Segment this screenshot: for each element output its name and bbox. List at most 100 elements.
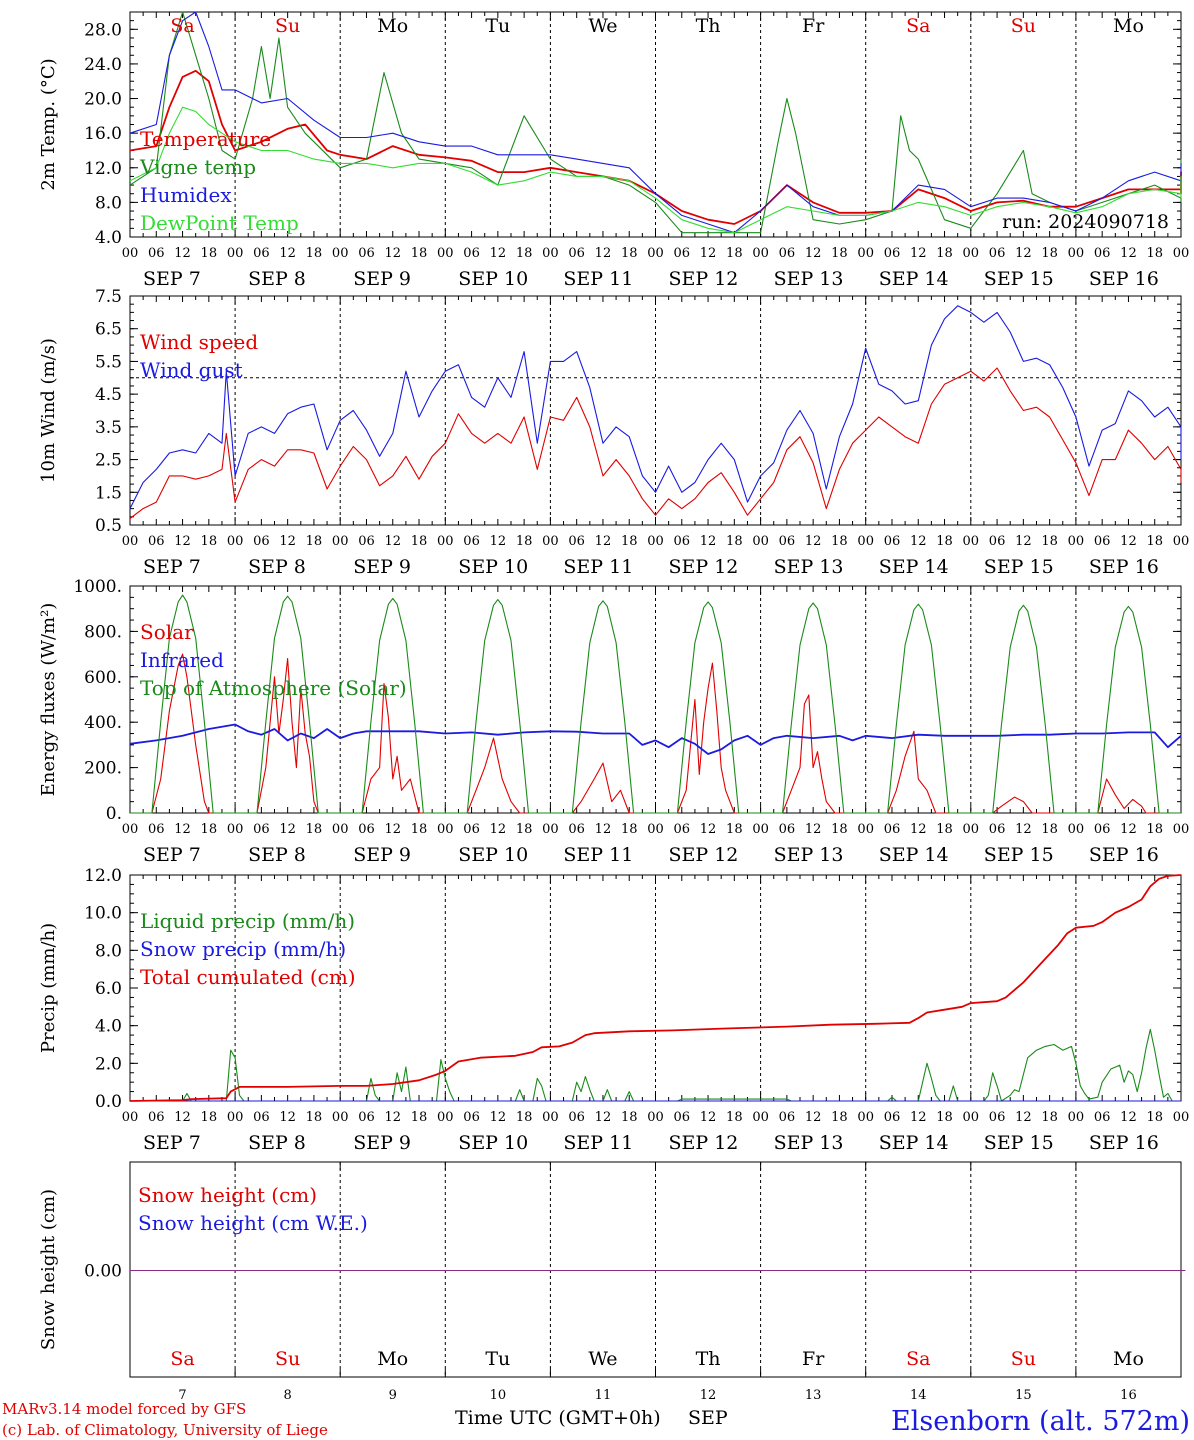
panel-2-ytick-label: 4.5 [95, 385, 122, 405]
panel-2-hour-label: 06 [989, 534, 1006, 549]
panel-4-hour-label: 18 [726, 1110, 743, 1125]
panel-1-hour-label: 00 [647, 246, 664, 261]
panel-2-hour-label: 18 [726, 534, 743, 549]
panel-4-hour-label: 18 [516, 1110, 533, 1125]
panel-4-hour-label: 12 [279, 1110, 296, 1125]
panel-2-hour-label: 18 [306, 534, 323, 549]
panel-2-date-label: SEP 14 [879, 556, 949, 578]
panel-2-date-label: SEP 12 [669, 556, 739, 578]
panel-1-hour-label: 06 [674, 246, 691, 261]
panel-4-hour-label: 00 [752, 1110, 769, 1125]
panel-5-day-number: 11 [595, 1388, 612, 1403]
panel-4-hour-label: 18 [831, 1110, 848, 1125]
panel-1-hour-label: 12 [384, 246, 401, 261]
panel-1-hour-label: 00 [752, 246, 769, 261]
panel-3-hour-label: 00 [542, 822, 559, 837]
panel-2-hour-label: 00 [1173, 534, 1190, 549]
panel-2-legend-item: Wind speed [140, 330, 258, 354]
panel-3-ytick-label: 1000. [73, 577, 122, 597]
panel-3-hour-label: 00 [227, 822, 244, 837]
panel-4-ytick-label: 0.0 [95, 1092, 122, 1112]
panel-1-ytick-label: 12.0 [84, 159, 122, 179]
panel-1-ytick-label: 16.0 [84, 124, 122, 144]
panel-4-hour-label: 06 [358, 1110, 375, 1125]
panel-4-date-label: SEP 15 [984, 1132, 1054, 1154]
panel-4-legend-item: Total cumulated (cm) [140, 965, 356, 989]
panel-3-hour-label: 06 [779, 822, 796, 837]
panel-4-date-label: SEP 7 [143, 1132, 201, 1154]
panel-4-hour-label: 18 [201, 1110, 218, 1125]
panel-2-hour-label: 06 [568, 534, 585, 549]
panel-2-hour-label: 12 [700, 534, 717, 549]
panel-5-weekday-label: Mo [377, 1348, 408, 1370]
panel-3-legend-item: Top of Atmosphere (Solar) [140, 676, 407, 700]
panel-3-legend-item: Infrared [140, 648, 224, 672]
panel-1-hour-label: 18 [936, 246, 953, 261]
panel-1-hour-label: 00 [437, 246, 454, 261]
panel-5-legend-item: Snow height (cm) [138, 1183, 317, 1207]
panel-4-hour-label: 00 [1068, 1110, 1085, 1125]
panel-2-hour-label: 00 [122, 534, 139, 549]
panel-3-hour-label: 18 [411, 822, 428, 837]
panel-2-hour-label: 12 [174, 534, 191, 549]
panel-3-date-label: SEP 16 [1089, 844, 1159, 866]
footer-credit-line: (c) Lab. of Climatology, University of L… [2, 1421, 328, 1439]
panel-3-series-solar [130, 653, 1181, 814]
panel-1-hour-label: 12 [174, 246, 191, 261]
panel-3-hour-label: 00 [437, 822, 454, 837]
panel-2-hour-label: 18 [621, 534, 638, 549]
panel-1-hour-label: 00 [542, 246, 559, 261]
panel-2-date-label: SEP 15 [984, 556, 1054, 578]
panel-4-hour-label: 06 [1094, 1110, 1111, 1125]
panel-1-weekday-label: Tu [485, 15, 510, 37]
panel-2-hour-label: 00 [227, 534, 244, 549]
panel-3-series-top-of-atmosphere-solar- [130, 594, 1181, 814]
panel-3-hour-label: 06 [1094, 822, 1111, 837]
panel-3-date-label: SEP 7 [143, 844, 201, 866]
panel-2-hour-label: 00 [542, 534, 559, 549]
panel-1-weekday-label: Su [1011, 15, 1036, 37]
panel-4-hour-label: 18 [621, 1110, 638, 1125]
panel-1-hour-label: 06 [148, 246, 165, 261]
panel-3-hour-label: 00 [122, 822, 139, 837]
panel-2-ytick-label: 5.5 [95, 352, 122, 372]
panel-2-hour-label: 12 [910, 534, 927, 549]
panel-4-hour-label: 18 [1041, 1110, 1058, 1125]
panel-3-hour-label: 12 [1015, 822, 1032, 837]
panel-3-date-label: SEP 11 [563, 844, 633, 866]
panel-3-date-label: SEP 12 [669, 844, 739, 866]
panel-1-hour-label: 18 [831, 246, 848, 261]
panel-4-hour-label: 06 [884, 1110, 901, 1125]
panel-2-hour-label: 12 [1120, 534, 1137, 549]
panel-5-legend-item: Snow height (cm W.E.) [138, 1211, 368, 1235]
panel-1-weekday-label: Th [696, 15, 721, 37]
panel-2-hour-label: 06 [358, 534, 375, 549]
panel-3-date-label: SEP 9 [353, 844, 411, 866]
panel-4-hour-label: 00 [227, 1110, 244, 1125]
run-label: run: 2024090718 [1002, 211, 1169, 233]
panel-4-hour-label: 00 [647, 1110, 664, 1125]
panel-4-date-label: SEP 9 [353, 1132, 411, 1154]
panel-2-hour-label: 12 [805, 534, 822, 549]
panel-4-hour-label: 00 [542, 1110, 559, 1125]
panel-3-hour-label: 18 [1041, 822, 1058, 837]
panel-3-hour-label: 00 [1068, 822, 1085, 837]
panel-2-hour-label: 18 [411, 534, 428, 549]
panel-5-weekday-label: Th [696, 1348, 721, 1370]
panel-2-hour-label: 00 [1068, 534, 1085, 549]
panel-1-weekday-label: We [588, 15, 617, 37]
panel-3-hour-label: 00 [752, 822, 769, 837]
panel-3-hour-label: 00 [332, 822, 349, 837]
panel-1-date-label: SEP 10 [458, 268, 528, 290]
panel-2-ytick-label: 6.5 [95, 320, 122, 340]
panel-4-hour-label: 00 [122, 1110, 139, 1125]
panel-3-hour-label: 12 [384, 822, 401, 837]
panel-2-hour-label: 00 [332, 534, 349, 549]
panel-3-hour-label: 00 [857, 822, 874, 837]
panel-3-ytick-label: 0. [106, 804, 122, 824]
panel-1-hour-label: 18 [1146, 246, 1163, 261]
footer-model-line: MARv3.14 model forced by GFS [2, 1400, 246, 1418]
panel-1-date-label: SEP 9 [353, 268, 411, 290]
panel-4-hour-label: 18 [936, 1110, 953, 1125]
panel-1-hour-label: 18 [201, 246, 218, 261]
